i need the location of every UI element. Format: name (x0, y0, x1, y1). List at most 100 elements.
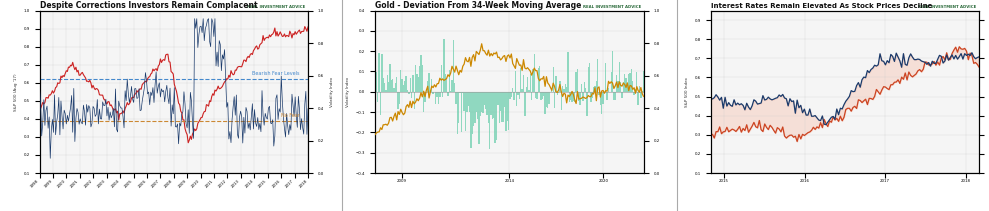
Bar (543, 92, 544, 96)
Bar (623, 82, 624, 92)
Bar (399, 92, 401, 104)
Bar (479, 92, 480, 144)
Bar (527, 77, 528, 92)
Bar (461, 92, 462, 133)
Bar (538, 68, 539, 92)
Bar (465, 92, 466, 131)
Bar (640, 92, 642, 98)
Bar (431, 78, 432, 92)
Bar (442, 92, 443, 97)
Bar (631, 69, 632, 92)
Bar (565, 84, 566, 92)
Bar (519, 92, 520, 99)
Bar (438, 92, 439, 104)
Bar (476, 92, 477, 112)
Bar (392, 79, 394, 92)
Bar (481, 92, 483, 112)
Bar (610, 72, 612, 92)
Text: Interest Rates Remain Elevated As Stock Prices Decline: Interest Rates Remain Elevated As Stock … (711, 3, 932, 9)
Bar (390, 64, 391, 92)
Bar (618, 62, 620, 92)
Bar (504, 92, 505, 107)
Bar (499, 92, 501, 111)
Bar (520, 68, 521, 92)
Bar (568, 52, 569, 92)
Bar (460, 92, 461, 93)
Bar (453, 40, 454, 92)
Bar (584, 88, 586, 92)
Bar (553, 67, 554, 92)
Bar (546, 92, 547, 107)
Bar (416, 74, 417, 92)
Bar (529, 74, 531, 92)
Text: Gold - Deviation From 34-Week Moving Average: Gold - Deviation From 34-Week Moving Ave… (375, 1, 582, 10)
Bar (490, 92, 491, 149)
Bar (447, 92, 449, 96)
Bar (391, 80, 392, 92)
Bar (620, 82, 621, 92)
Bar (612, 51, 613, 92)
Bar (395, 83, 396, 92)
Bar (601, 92, 602, 114)
Bar (558, 92, 559, 93)
Bar (377, 92, 379, 102)
Bar (443, 39, 445, 92)
Bar (566, 87, 568, 92)
Bar (624, 74, 625, 92)
Bar (413, 92, 415, 109)
Bar (593, 87, 594, 92)
Bar (470, 92, 472, 148)
Bar (602, 92, 603, 104)
Bar (521, 89, 523, 92)
Y-axis label: S&P 500 (Aug '17): S&P 500 (Aug '17) (14, 73, 18, 111)
Bar (497, 92, 498, 105)
Bar (381, 54, 383, 92)
Bar (432, 92, 434, 94)
Bar (480, 92, 481, 116)
Bar (439, 92, 440, 97)
Bar (517, 92, 519, 95)
Bar (577, 69, 579, 92)
Bar (455, 92, 457, 104)
Bar (428, 73, 430, 92)
Bar (606, 92, 608, 100)
Bar (554, 92, 555, 108)
Text: Despite Corrections Investors Remain Complacent: Despite Corrections Investors Remain Com… (40, 1, 257, 10)
Bar (387, 75, 388, 92)
Bar (472, 92, 473, 134)
Bar (643, 71, 644, 92)
Text: REAL INVESTMENT ADVICE: REAL INVESTMENT ADVICE (583, 5, 641, 9)
Bar (468, 92, 469, 106)
Bar (587, 67, 588, 92)
Bar (542, 92, 543, 99)
Bar (419, 66, 420, 92)
Bar (525, 87, 527, 92)
Bar (494, 92, 495, 143)
Bar (598, 92, 599, 95)
Bar (635, 89, 636, 92)
Text: REAL INVESTMENT ADVICE: REAL INVESTMENT ADVICE (247, 5, 306, 9)
Bar (384, 83, 386, 92)
Bar (614, 92, 616, 100)
Y-axis label: Volatility Index: Volatility Index (329, 77, 333, 107)
Bar (555, 76, 557, 92)
Bar (451, 80, 453, 92)
Bar (466, 92, 468, 112)
Bar (534, 54, 535, 92)
Bar (449, 70, 450, 92)
Bar (469, 92, 470, 112)
Bar (427, 81, 428, 92)
Bar (528, 91, 529, 92)
Bar (401, 70, 402, 92)
Bar (508, 92, 509, 130)
Bar (588, 63, 590, 92)
Text: Bearish Fear Levels: Bearish Fear Levels (252, 70, 300, 76)
Bar (642, 91, 643, 92)
Bar (523, 75, 524, 92)
Bar (616, 75, 617, 92)
Bar (487, 92, 488, 115)
Bar (581, 84, 583, 92)
Bar (405, 76, 406, 92)
Bar (484, 92, 485, 105)
Bar (415, 65, 416, 92)
